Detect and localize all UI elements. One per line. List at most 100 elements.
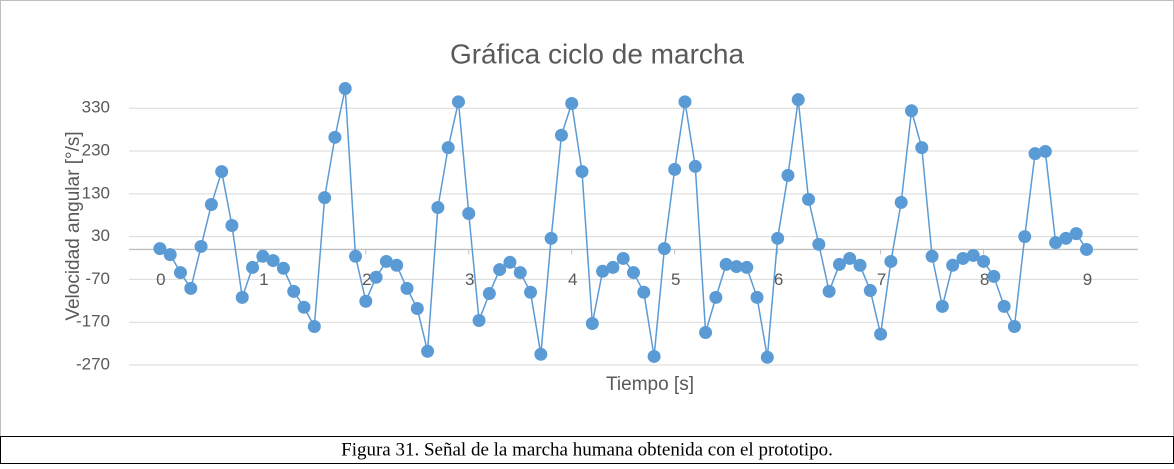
data-point <box>977 254 991 268</box>
data-point <box>781 168 795 182</box>
data-point <box>369 270 383 284</box>
x-tick-label: 1 <box>259 270 268 289</box>
x-tick-label: 0 <box>156 270 165 289</box>
data-point <box>349 249 363 263</box>
data-point <box>359 294 373 308</box>
chart-border <box>0 0 1174 437</box>
data-point <box>513 266 527 280</box>
data-point <box>894 195 908 209</box>
data-point <box>204 198 218 212</box>
data-point <box>256 249 270 263</box>
data-point <box>678 95 692 109</box>
data-point <box>575 165 589 179</box>
data-point <box>503 255 517 269</box>
data-point <box>946 258 960 272</box>
data-point <box>1028 147 1042 161</box>
data-point <box>874 327 888 341</box>
data-point <box>431 201 445 215</box>
x-axis-label: Tiempo [s] <box>606 374 694 395</box>
data-point <box>647 349 661 363</box>
x-tick-label: 9 <box>1083 270 1092 289</box>
data-point <box>194 239 208 253</box>
data-point <box>307 319 321 333</box>
data-point <box>421 344 435 358</box>
data-point <box>1007 319 1021 333</box>
data-point <box>544 231 558 245</box>
data-point <box>688 159 702 173</box>
x-tick-label: 5 <box>671 270 680 289</box>
data-point <box>524 285 538 299</box>
data-point <box>400 281 414 295</box>
data-point <box>812 237 826 251</box>
data-point <box>966 248 980 262</box>
data-point <box>925 249 939 263</box>
data-point <box>1080 242 1094 256</box>
data-point <box>843 251 857 265</box>
data-point <box>904 104 918 118</box>
x-tick-label: 7 <box>877 270 886 289</box>
data-point <box>637 285 651 299</box>
y-tick-label: -270 <box>76 354 110 373</box>
data-point <box>554 128 568 142</box>
data-point <box>390 258 404 272</box>
data-point <box>1049 236 1063 250</box>
x-tick-label: 4 <box>568 270 577 289</box>
data-point <box>987 269 1001 283</box>
y-tick-label: 30 <box>91 226 110 245</box>
data-point <box>606 260 620 274</box>
x-tick-label: 3 <box>465 270 474 289</box>
data-point <box>668 162 682 176</box>
data-point <box>616 251 630 265</box>
data-point <box>935 299 949 313</box>
data-point <box>266 254 280 268</box>
data-point <box>760 350 774 364</box>
data-point <box>184 281 198 295</box>
data-point <box>163 248 177 262</box>
data-point <box>822 284 836 298</box>
y-tick-label: 330 <box>82 98 110 117</box>
x-tick-label: 6 <box>774 270 783 289</box>
data-point <box>771 231 785 245</box>
data-point <box>451 95 465 109</box>
data-point <box>410 302 424 316</box>
data-point <box>729 260 743 274</box>
data-point <box>215 165 229 179</box>
data-point <box>462 207 476 221</box>
data-point <box>565 97 579 111</box>
data-point <box>328 130 342 144</box>
data-point <box>153 242 167 256</box>
data-point <box>657 242 671 256</box>
caption-border <box>0 436 1174 464</box>
data-point <box>338 82 352 96</box>
data-point <box>596 264 610 278</box>
data-point <box>832 257 846 271</box>
y-tick-label: -170 <box>76 312 110 331</box>
data-point <box>884 254 898 268</box>
data-point <box>297 300 311 314</box>
data-point <box>472 313 486 327</box>
x-tick-label: 8 <box>980 270 989 289</box>
data-point <box>246 260 260 274</box>
data-point <box>915 141 929 155</box>
chart-title: Gráfica ciclo de marcha <box>450 38 745 69</box>
data-point <box>740 260 754 274</box>
data-point <box>276 261 290 275</box>
data-point <box>750 290 764 304</box>
data-point <box>235 290 249 304</box>
data-point <box>863 284 877 298</box>
data-point <box>1059 231 1073 245</box>
data-point <box>287 284 301 298</box>
data-point <box>585 316 599 330</box>
data-point <box>1018 230 1032 244</box>
data-point <box>699 325 713 339</box>
data-point <box>173 266 187 280</box>
y-tick-label: 230 <box>82 141 110 160</box>
data-point <box>534 347 548 361</box>
data-point <box>956 251 970 265</box>
data-point <box>802 192 816 206</box>
data-point <box>853 258 867 272</box>
data-point <box>493 263 507 277</box>
caption: Figura 31. Señal de la marcha humana obt… <box>341 439 833 460</box>
